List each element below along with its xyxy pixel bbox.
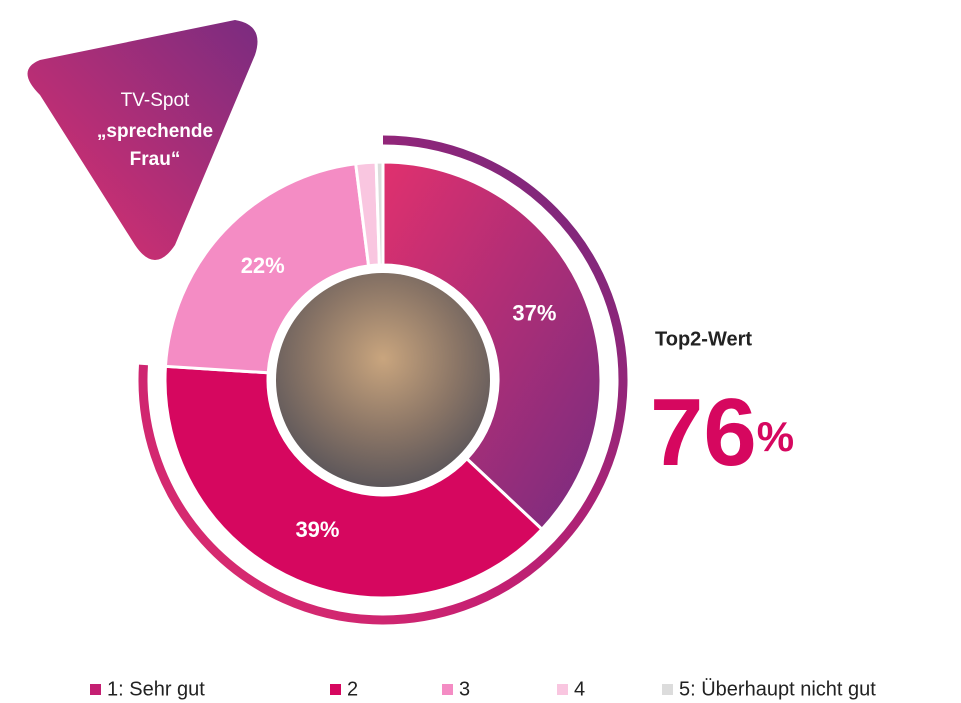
top2-unit: %	[757, 413, 794, 460]
badge-text: TV-Spot	[121, 90, 190, 111]
legend-label: 4	[574, 678, 585, 700]
badge-text: Frau“	[130, 149, 181, 170]
top2-label: Top2-Wert	[655, 328, 752, 350]
data-label: 37%	[512, 300, 556, 325]
data-label: 22%	[241, 253, 285, 278]
donut-segment	[381, 160, 603, 532]
top2-number: 76	[650, 379, 757, 486]
legend-swatch	[557, 684, 568, 695]
legend-label: 1: Sehr gut	[107, 678, 205, 700]
data-label: 39%	[295, 517, 339, 542]
donut-segment	[163, 364, 545, 600]
top2-bracket	[138, 135, 628, 625]
top2-value: 76%	[650, 379, 794, 486]
legend-label: 2	[347, 678, 358, 700]
legend-label: 5: Überhaupt nicht gut	[679, 678, 876, 700]
legend-swatch	[330, 684, 341, 695]
donut-segment	[374, 160, 385, 267]
legend-swatch	[662, 684, 673, 695]
legend-swatch	[442, 684, 453, 695]
badge	[27, 20, 258, 260]
photo	[276, 273, 490, 487]
badge-text: „sprechende	[97, 121, 213, 142]
donut-segment	[163, 162, 371, 375]
legend-label: 3	[459, 678, 470, 700]
legend-swatch	[90, 684, 101, 695]
